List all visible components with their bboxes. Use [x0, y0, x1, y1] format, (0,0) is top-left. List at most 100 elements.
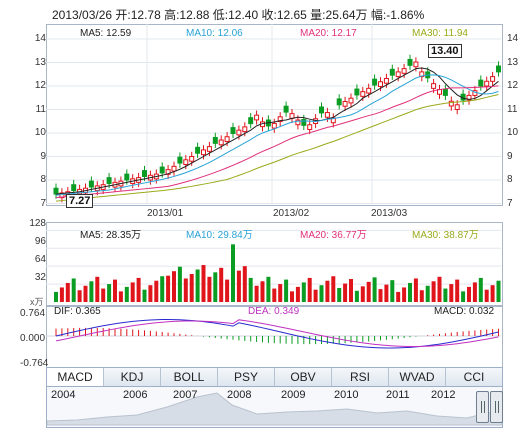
- volume-bar: [390, 280, 395, 302]
- volume-axis-tick: 96: [34, 235, 46, 247]
- volume-chart: [46, 229, 501, 302]
- candle-body: [71, 184, 77, 192]
- candle-body: [171, 165, 177, 172]
- volume-bar: [77, 290, 82, 302]
- volume-bar: [71, 278, 76, 302]
- candle-body: [88, 180, 94, 188]
- volume-bar: [113, 279, 117, 302]
- candle-body: [248, 117, 254, 125]
- volume-bar: [142, 289, 147, 302]
- candle-body: [360, 91, 366, 97]
- date-label-mar: 2013/03: [371, 208, 408, 219]
- volume-bar: [54, 291, 58, 302]
- volume-bar: [384, 284, 389, 302]
- candle-body: [159, 166, 165, 174]
- macd-chart: [46, 319, 501, 349]
- price-axis-left-tick: 9: [40, 150, 46, 162]
- volume-bar: [290, 291, 294, 302]
- nav-year-2011: 2011: [386, 389, 410, 401]
- candle-body: [254, 114, 260, 121]
- tab-rsi[interactable]: RSI: [332, 368, 389, 386]
- volume-bar: [266, 276, 271, 302]
- volume-bar: [413, 278, 418, 302]
- candle-body: [206, 146, 212, 152]
- candle-body: [195, 146, 201, 154]
- ma5-legend: MA5: 12.59: [80, 28, 132, 39]
- dif-line: [55, 319, 499, 349]
- volume-bar: [437, 276, 442, 302]
- ma30-legend: MA30: 11.94: [412, 28, 468, 39]
- candle-body: [419, 71, 425, 78]
- volume-bar: [378, 289, 383, 302]
- price-axis-left-tick: 14: [34, 33, 46, 44]
- macd-axis-tick: 0.764: [20, 308, 46, 319]
- volume-bar: [89, 281, 94, 302]
- price-axis-right-tick: 11: [507, 103, 518, 115]
- ma10-line: [55, 74, 499, 196]
- volume-bar: [124, 286, 129, 302]
- macd-axis-tick: -0.764: [20, 358, 49, 369]
- candle-body: [395, 71, 401, 78]
- candle-body: [53, 187, 59, 195]
- volume-bar: [496, 280, 501, 302]
- date-label-jan: 2013/01: [147, 208, 184, 219]
- tab-psy[interactable]: PSY: [218, 368, 275, 386]
- candle-body: [366, 87, 372, 94]
- volume-bar: [160, 276, 165, 302]
- vol-ma30-legend: MA30: 38.87万: [412, 230, 479, 241]
- price-chart-panel[interactable]: [46, 24, 503, 206]
- volume-bar: [354, 290, 359, 302]
- nav-year-2006: 2006: [123, 389, 148, 401]
- volume-bar: [331, 276, 336, 302]
- candle-body: [478, 79, 484, 87]
- volume-bar: [136, 277, 141, 302]
- volume-bar: [449, 284, 454, 302]
- candle-body: [177, 156, 183, 164]
- volume-bar: [260, 281, 265, 302]
- candle-body: [165, 169, 171, 175]
- tab-macd[interactable]: MACD: [47, 368, 104, 386]
- candle-body: [189, 156, 195, 162]
- nav-year-2004: 2004: [51, 389, 76, 401]
- candle-body: [124, 173, 130, 181]
- volume-bar: [431, 281, 436, 302]
- candle-body: [106, 177, 112, 185]
- range-navigator[interactable]: 2004 2006 2007 2008 2009 2010 2011 2012: [46, 386, 503, 428]
- tab-obv[interactable]: OBV: [275, 368, 332, 386]
- low-price-callout: 7.27: [66, 194, 94, 208]
- nav-year-2010: 2010: [334, 389, 359, 401]
- candle-body: [230, 127, 236, 134]
- tab-wvad[interactable]: WVAD: [389, 368, 446, 386]
- price-axis-right-tick: 9: [507, 150, 513, 162]
- candle-body: [242, 126, 248, 133]
- candle-body: [413, 61, 419, 68]
- candle-body: [401, 68, 407, 74]
- volume-bar: [130, 282, 135, 302]
- volume-bar: [213, 272, 218, 302]
- ma30-line: [55, 94, 499, 202]
- volume-bar: [402, 287, 407, 302]
- volume-bar: [478, 277, 483, 302]
- vol-ma20-legend: MA20: 36.77万: [300, 230, 367, 241]
- volume-bar: [360, 286, 365, 302]
- volume-bar: [236, 270, 241, 302]
- nav-year-2012: 2012: [431, 389, 456, 401]
- volume-bar: [366, 281, 371, 302]
- volume-bar: [319, 285, 324, 302]
- volume-bar: [195, 269, 200, 302]
- candle-body: [348, 97, 354, 104]
- range-left-handle[interactable]: [476, 391, 489, 423]
- volume-bar: [461, 291, 466, 302]
- tab-kdj[interactable]: KDJ: [104, 368, 161, 386]
- candle-body: [307, 124, 313, 130]
- tab-cci[interactable]: CCI: [463, 370, 485, 384]
- volume-bar: [443, 288, 448, 302]
- candle-body: [324, 112, 330, 118]
- volume-axis-tick: 64: [34, 253, 46, 265]
- candle-body: [319, 106, 324, 114]
- range-right-handle[interactable]: [490, 391, 503, 423]
- volume-bar: [177, 266, 182, 302]
- candle-body: [277, 116, 283, 123]
- volume-bar: [65, 282, 70, 302]
- tab-boll[interactable]: BOLL: [161, 368, 218, 386]
